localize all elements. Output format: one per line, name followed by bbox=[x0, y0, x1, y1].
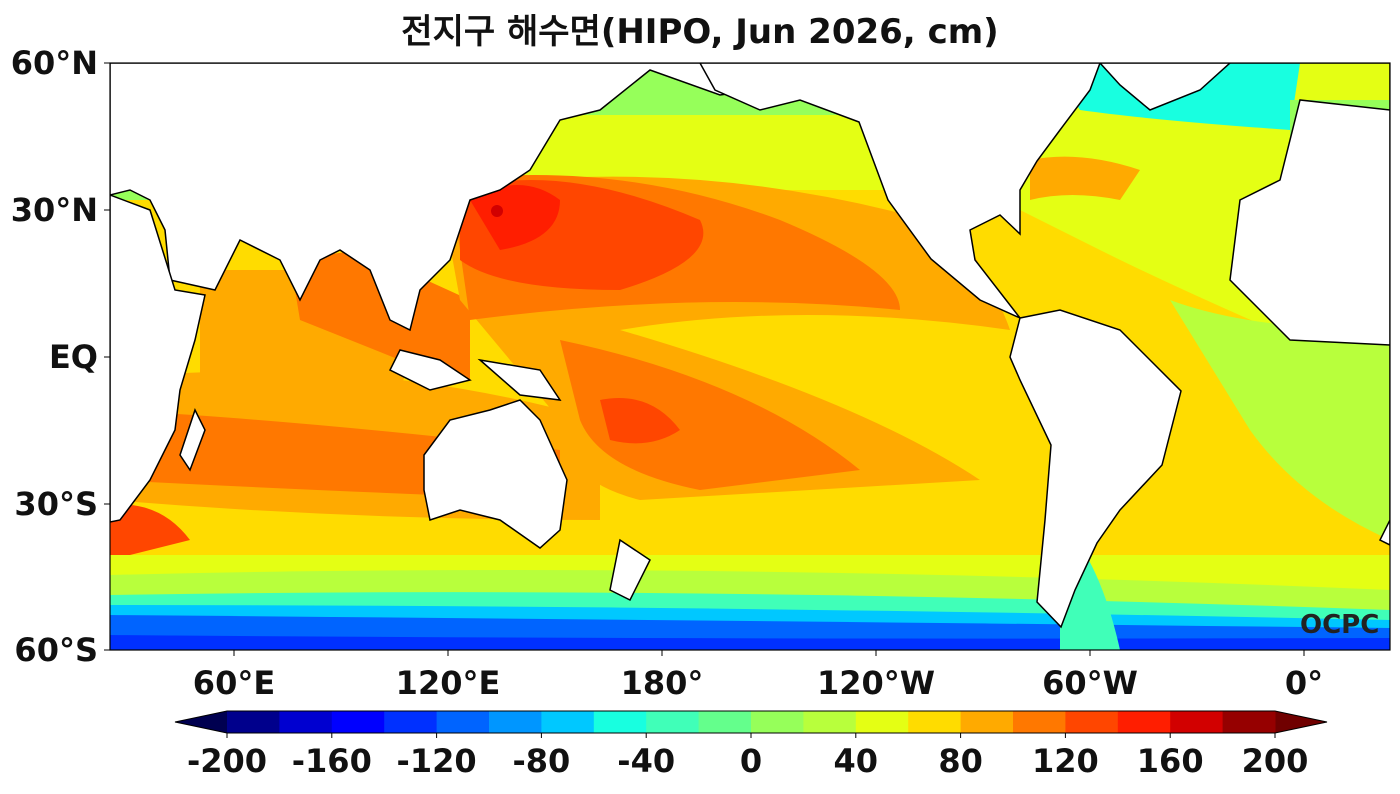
colorbar-bin bbox=[279, 711, 333, 733]
colorbar-bin bbox=[331, 711, 385, 733]
colorbar-bin bbox=[541, 711, 595, 733]
land-masses bbox=[110, 63, 1390, 629]
lat-label-30n: 30°N bbox=[10, 191, 98, 229]
colorbar-tick-label: 0 bbox=[739, 742, 763, 780]
colorbar-bin bbox=[646, 711, 700, 733]
lon-label-0: 0° bbox=[1284, 664, 1324, 702]
colorbar-tick-label: 40 bbox=[833, 742, 879, 780]
colorbar-tick-label: -200 bbox=[186, 742, 268, 780]
colorbar-bin bbox=[1065, 711, 1119, 733]
colorbar-tick-label: -160 bbox=[291, 742, 372, 780]
colorbar-bin bbox=[593, 711, 647, 733]
colorbar-bin bbox=[908, 711, 962, 733]
colorbar-bin bbox=[384, 711, 438, 733]
sea-level-field: OCPC bbox=[110, 63, 1390, 650]
colorbar-bin bbox=[960, 711, 1014, 733]
colorbar-tick-label: -80 bbox=[512, 742, 571, 780]
lat-label-eq: EQ bbox=[48, 338, 98, 376]
colorbar-bin bbox=[489, 711, 542, 733]
colorbar-bin bbox=[855, 711, 909, 733]
colorbar-bin bbox=[751, 711, 804, 733]
colorbar-tick-label: -40 bbox=[617, 742, 676, 780]
lon-label-60w: 60°W bbox=[1042, 664, 1138, 702]
figure-title: 전지구 해수면(HIPO, Jun 2026, cm) bbox=[401, 12, 999, 52]
lat-label-60n: 60°N bbox=[10, 44, 98, 82]
map-ticks bbox=[104, 62, 1305, 656]
lon-label-120w: 120°W bbox=[816, 664, 936, 702]
colorbar-bin bbox=[227, 711, 280, 733]
colorbar-tick-label: 160 bbox=[1136, 742, 1204, 780]
colorbar-bin bbox=[1117, 711, 1171, 733]
lat-label-30s: 30°S bbox=[14, 485, 98, 523]
lon-label-180: 180° bbox=[620, 664, 704, 702]
colorbar-over-arrow bbox=[1275, 711, 1327, 733]
colorbar bbox=[174, 710, 1328, 738]
colorbar-bin bbox=[698, 711, 752, 733]
colorbar-under-arrow bbox=[175, 711, 227, 733]
colorbar-bin bbox=[1222, 711, 1276, 733]
lon-label-120e: 120°E bbox=[395, 664, 501, 702]
colorbar-tick-label: 80 bbox=[938, 742, 983, 780]
colorbar-tick-label: 200 bbox=[1241, 742, 1309, 780]
colorbar-bin bbox=[1013, 711, 1066, 733]
colorbar-tick-label: -120 bbox=[396, 742, 477, 780]
lon-label-60e: 60°E bbox=[192, 664, 276, 702]
colorbar-bin bbox=[436, 711, 490, 733]
ocpc-watermark: OCPC bbox=[1300, 610, 1379, 640]
lat-label-60s: 60°S bbox=[14, 631, 98, 669]
colorbar-bin bbox=[1170, 711, 1224, 733]
colorbar-bin bbox=[803, 711, 857, 733]
colorbar-tick-label: 120 bbox=[1031, 742, 1099, 780]
